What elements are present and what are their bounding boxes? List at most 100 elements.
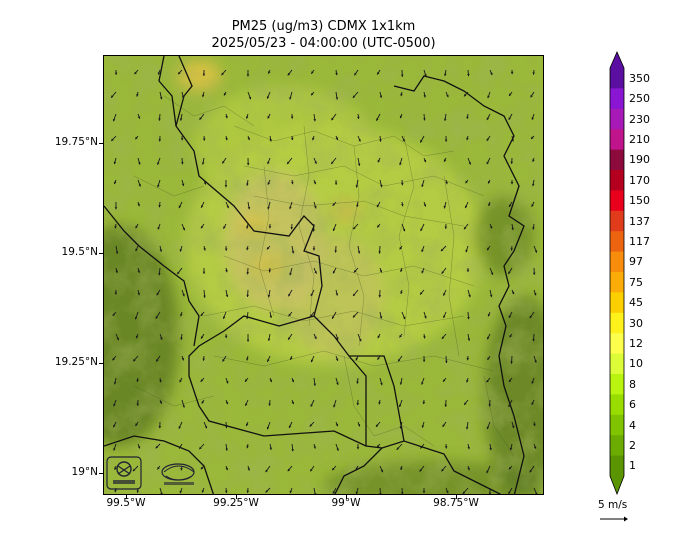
wind-arrow xyxy=(113,399,117,407)
wind-arrow xyxy=(423,201,427,207)
wind-arrow xyxy=(225,267,228,273)
wind-arrow xyxy=(355,487,359,494)
wind-arrow xyxy=(376,69,381,75)
colorbar-segment xyxy=(610,353,624,375)
wind-arrow xyxy=(114,465,117,470)
wind-arrow xyxy=(510,179,514,185)
wind-arrow xyxy=(181,399,185,408)
wind-arrow xyxy=(335,421,339,427)
wind-arrow xyxy=(225,201,229,209)
wind-arrow xyxy=(419,289,425,295)
wind-arrow xyxy=(110,91,117,99)
wind-arrow xyxy=(246,311,249,320)
wind-arrow xyxy=(466,355,470,361)
lon-tick-label: 99.5°W xyxy=(106,497,146,509)
wind-arrow xyxy=(334,179,338,185)
wind-arrow xyxy=(510,157,514,164)
colorbar-segment xyxy=(610,292,624,314)
wind-arrow xyxy=(181,289,185,297)
wind-arrow xyxy=(510,69,514,75)
wind-arrow xyxy=(291,179,294,185)
wind-arrow xyxy=(159,377,162,383)
colorbar-label: 45 xyxy=(629,296,643,310)
wind-arrow xyxy=(267,289,271,298)
wind-arrow xyxy=(132,465,139,472)
wind-arrow xyxy=(287,465,293,472)
wind-arrow xyxy=(399,421,403,429)
wind-arrow xyxy=(137,267,141,273)
wind-arrow xyxy=(530,91,535,98)
wind-arrow xyxy=(377,355,381,361)
wind-arrow xyxy=(400,267,403,273)
wind-arrow xyxy=(375,113,381,121)
terrain-shading xyxy=(104,56,543,494)
wind-arrow xyxy=(356,399,360,406)
wind-arrow xyxy=(225,113,228,119)
wind-arrow xyxy=(489,223,493,229)
wind-arrow xyxy=(489,69,493,76)
wind-arrow xyxy=(377,157,381,163)
wind-arrow xyxy=(509,333,513,338)
wind-arrow xyxy=(422,399,426,405)
lon-tick-mark xyxy=(236,495,237,499)
wind-arrow xyxy=(443,289,447,296)
wind-arrow xyxy=(178,443,183,449)
wind-arrow xyxy=(246,267,250,275)
wind-arrow xyxy=(180,333,183,340)
wind-arrow xyxy=(246,245,249,251)
wind-arrow xyxy=(533,289,537,296)
wind-arrow xyxy=(486,157,491,165)
lon-tick-mark xyxy=(456,495,457,499)
wind-arrow xyxy=(352,311,359,318)
wind-arrow xyxy=(423,333,426,339)
wind-arrow xyxy=(313,113,317,122)
wind-arrow xyxy=(203,179,207,185)
wind-arrow xyxy=(467,289,471,298)
colorbar-label: 230 xyxy=(629,112,650,126)
lat-tick-mark xyxy=(99,253,103,254)
wind-arrow xyxy=(137,289,141,296)
wind-key-label: 5 m/s xyxy=(598,499,628,511)
wind-arrow xyxy=(335,355,339,362)
wind-arrow xyxy=(286,157,293,165)
wind-arrow xyxy=(312,135,315,141)
wind-arrow xyxy=(466,377,469,383)
wind-arrow xyxy=(488,399,491,407)
wind-arrow xyxy=(110,135,117,142)
wind-arrow xyxy=(531,179,535,187)
wind-arrow xyxy=(508,487,513,494)
wind-arrow xyxy=(136,399,140,406)
lon-tick-label: 99°W xyxy=(331,497,361,509)
wind-arrow xyxy=(357,113,360,120)
wind-arrow xyxy=(246,289,249,298)
wind-arrow xyxy=(159,333,163,340)
lat-tick-mark xyxy=(99,143,103,144)
colorbar-label: 6 xyxy=(629,398,636,412)
wind-arrow xyxy=(355,465,359,471)
wind-arrow xyxy=(444,69,447,77)
wind-arrow xyxy=(399,157,403,166)
wind-arrow xyxy=(508,465,513,470)
wind-arrow xyxy=(379,91,383,98)
colorbar-label: 117 xyxy=(629,234,650,248)
wind-arrow xyxy=(488,201,491,207)
wind-arrow xyxy=(159,245,163,252)
wind-arrow xyxy=(443,311,447,319)
wind-arrow xyxy=(287,333,293,341)
wind-arrow xyxy=(463,91,469,97)
wind-arrow xyxy=(335,333,339,340)
wind-arrow xyxy=(421,267,425,274)
wind-arrow xyxy=(246,179,249,186)
wind-arrow xyxy=(137,201,140,207)
wind-arrow xyxy=(266,245,271,250)
wind-arrow xyxy=(136,91,139,97)
lat-tick-label: 19.5°N xyxy=(61,246,98,258)
wind-arrow xyxy=(178,421,183,429)
wind-arrow xyxy=(400,179,404,186)
wind-arrow xyxy=(467,157,472,165)
wind-arrow xyxy=(246,487,250,493)
wind-arrow xyxy=(444,223,448,229)
colorbar-label: 1 xyxy=(629,459,636,473)
wind-arrow xyxy=(465,179,469,184)
wind-arrow xyxy=(486,113,491,121)
